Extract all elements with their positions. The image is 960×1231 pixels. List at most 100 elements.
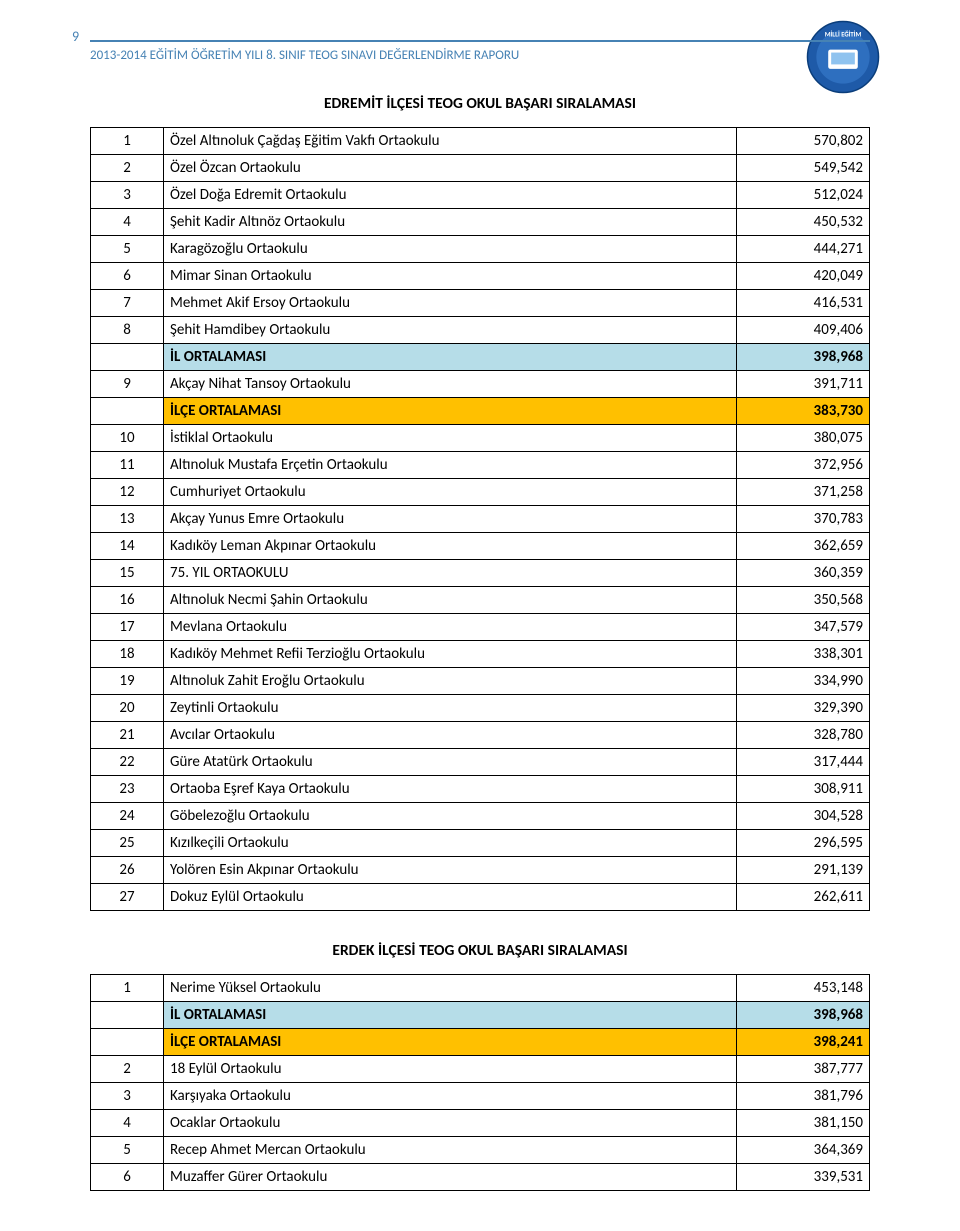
rank-cell: 3 <box>91 182 164 209</box>
rank-cell: 5 <box>91 1137 164 1164</box>
erdek-row: 6Muzaffer Gürer Ortaokulu339,531 <box>91 1164 870 1191</box>
edremit-row: 1Özel Altınoluk Çağdaş Eğitim Vakfı Orta… <box>91 128 870 155</box>
name-cell: Dokuz Eylül Ortaokulu <box>164 884 737 911</box>
value-cell: 381,796 <box>737 1083 870 1110</box>
value-cell: 308,911 <box>737 776 870 803</box>
edremit-row: 2Özel Özcan Ortaokulu549,542 <box>91 155 870 182</box>
edremit-row: 20Zeytinli Ortaokulu329,390 <box>91 695 870 722</box>
edremit-row: 23Ortaoba Eşref Kaya Ortaokulu308,911 <box>91 776 870 803</box>
rank-cell: 18 <box>91 641 164 668</box>
rank-cell: 25 <box>91 830 164 857</box>
rank-cell <box>91 398 164 425</box>
value-cell: 387,777 <box>737 1056 870 1083</box>
name-cell: Karagözoğlu Ortaokulu <box>164 236 737 263</box>
edremit-row: 11Altınoluk Mustafa Erçetin Ortaokulu372… <box>91 452 870 479</box>
edremit-row: İL ORTALAMASI398,968 <box>91 344 870 371</box>
edremit-table: 1Özel Altınoluk Çağdaş Eğitim Vakfı Orta… <box>90 127 870 911</box>
value-cell: 262,611 <box>737 884 870 911</box>
erdek-row: 4Ocaklar Ortaokulu381,150 <box>91 1110 870 1137</box>
name-cell: Kızılkeçili Ortaokulu <box>164 830 737 857</box>
name-cell: Akçay Nihat Tansoy Ortaokulu <box>164 371 737 398</box>
name-cell: Zeytinli Ortaokulu <box>164 695 737 722</box>
rank-cell: 3 <box>91 1083 164 1110</box>
value-cell: 317,444 <box>737 749 870 776</box>
name-cell: Mehmet Akif Ersoy Ortaokulu <box>164 290 737 317</box>
erdek-table: 1Nerime Yüksel Ortaokulu453,148İL ORTALA… <box>90 974 870 1191</box>
rank-cell: 26 <box>91 857 164 884</box>
rank-cell: 6 <box>91 263 164 290</box>
name-cell: Güre Atatürk Ortaokulu <box>164 749 737 776</box>
erdek-row: 1Nerime Yüksel Ortaokulu453,148 <box>91 975 870 1002</box>
edremit-row: 3Özel Doğa Edremit Ortaokulu512,024 <box>91 182 870 209</box>
value-cell: 362,659 <box>737 533 870 560</box>
edremit-row: 22Güre Atatürk Ortaokulu317,444 <box>91 749 870 776</box>
name-cell: Ocaklar Ortaokulu <box>164 1110 737 1137</box>
rank-cell <box>91 1002 164 1029</box>
value-cell: 364,369 <box>737 1137 870 1164</box>
erdek-row: 5Recep Ahmet Mercan Ortaokulu364,369 <box>91 1137 870 1164</box>
rank-cell: 17 <box>91 614 164 641</box>
svg-text:MİLLİ EĞİTİM: MİLLİ EĞİTİM <box>825 30 862 38</box>
value-cell: 450,532 <box>737 209 870 236</box>
rank-cell: 8 <box>91 317 164 344</box>
rank-cell: 14 <box>91 533 164 560</box>
edremit-row: 25Kızılkeçili Ortaokulu296,595 <box>91 830 870 857</box>
value-cell: 360,359 <box>737 560 870 587</box>
value-cell: 304,528 <box>737 803 870 830</box>
name-cell: Kadıköy Leman Akpınar Ortaokulu <box>164 533 737 560</box>
edremit-row: 17Mevlana Ortaokulu347,579 <box>91 614 870 641</box>
erdek-row: 218 Eylül Ortaokulu387,777 <box>91 1056 870 1083</box>
name-cell: İstiklal Ortaokulu <box>164 425 737 452</box>
edremit-row: 5Karagözoğlu Ortaokulu444,271 <box>91 236 870 263</box>
value-cell: 372,956 <box>737 452 870 479</box>
edremit-row: 21Avcılar Ortaokulu328,780 <box>91 722 870 749</box>
erdek-row: 3Karşıyaka Ortaokulu381,796 <box>91 1083 870 1110</box>
value-cell: 420,049 <box>737 263 870 290</box>
value-cell: 291,139 <box>737 857 870 884</box>
edremit-row: 7Mehmet Akif Ersoy Ortaokulu416,531 <box>91 290 870 317</box>
rank-cell: 21 <box>91 722 164 749</box>
rank-cell <box>91 344 164 371</box>
edremit-row: 8Şehit Hamdibey Ortaokulu409,406 <box>91 317 870 344</box>
value-cell: 416,531 <box>737 290 870 317</box>
value-cell: 549,542 <box>737 155 870 182</box>
edremit-row: 18Kadıköy Mehmet Refii Terzioğlu Ortaoku… <box>91 641 870 668</box>
rank-cell: 15 <box>91 560 164 587</box>
rank-cell: 6 <box>91 1164 164 1191</box>
value-cell: 347,579 <box>737 614 870 641</box>
header-text: 2013-2014 EĞİTİM ÖĞRETİM YILI 8. SINIF T… <box>90 48 519 63</box>
name-cell: Göbelezoğlu Ortaokulu <box>164 803 737 830</box>
name-cell: Özel Doğa Edremit Ortaokulu <box>164 182 737 209</box>
rank-cell: 10 <box>91 425 164 452</box>
page-number: 9 <box>72 28 85 45</box>
name-cell: 75. YIL ORTAOKULU <box>164 560 737 587</box>
edremit-row: 13Akçay Yunus Emre Ortaokulu370,783 <box>91 506 870 533</box>
value-cell: 334,990 <box>737 668 870 695</box>
value-cell: 339,531 <box>737 1164 870 1191</box>
section-title-edremit: EDREMİT İLÇESİ TEOG OKUL BAŞARI SIRALAMA… <box>90 94 870 113</box>
rank-cell: 20 <box>91 695 164 722</box>
rank-cell: 12 <box>91 479 164 506</box>
rank-cell: 4 <box>91 1110 164 1137</box>
value-cell: 391,711 <box>737 371 870 398</box>
edremit-row: 16Altınoluk Necmi Şahin Ortaokulu350,568 <box>91 587 870 614</box>
value-cell: 409,406 <box>737 317 870 344</box>
value-cell: 398,968 <box>737 1002 870 1029</box>
rank-cell: 2 <box>91 1056 164 1083</box>
rank-cell: 9 <box>91 371 164 398</box>
value-cell: 380,075 <box>737 425 870 452</box>
rank-cell: 2 <box>91 155 164 182</box>
rank-cell: 1 <box>91 975 164 1002</box>
value-cell: 453,148 <box>737 975 870 1002</box>
name-cell: İL ORTALAMASI <box>164 344 737 371</box>
name-cell: Şehit Kadir Altınöz Ortaokulu <box>164 209 737 236</box>
name-cell: Nerime Yüksel Ortaokulu <box>164 975 737 1002</box>
name-cell: Özel Özcan Ortaokulu <box>164 155 737 182</box>
value-cell: 444,271 <box>737 236 870 263</box>
name-cell: Cumhuriyet Ortaokulu <box>164 479 737 506</box>
value-cell: 398,241 <box>737 1029 870 1056</box>
value-cell: 512,024 <box>737 182 870 209</box>
name-cell: Altınoluk Zahit Eroğlu Ortaokulu <box>164 668 737 695</box>
section-title-erdek: ERDEK İLÇESİ TEOG OKUL BAŞARI SIRALAMASI <box>90 941 870 960</box>
name-cell: Avcılar Ortaokulu <box>164 722 737 749</box>
